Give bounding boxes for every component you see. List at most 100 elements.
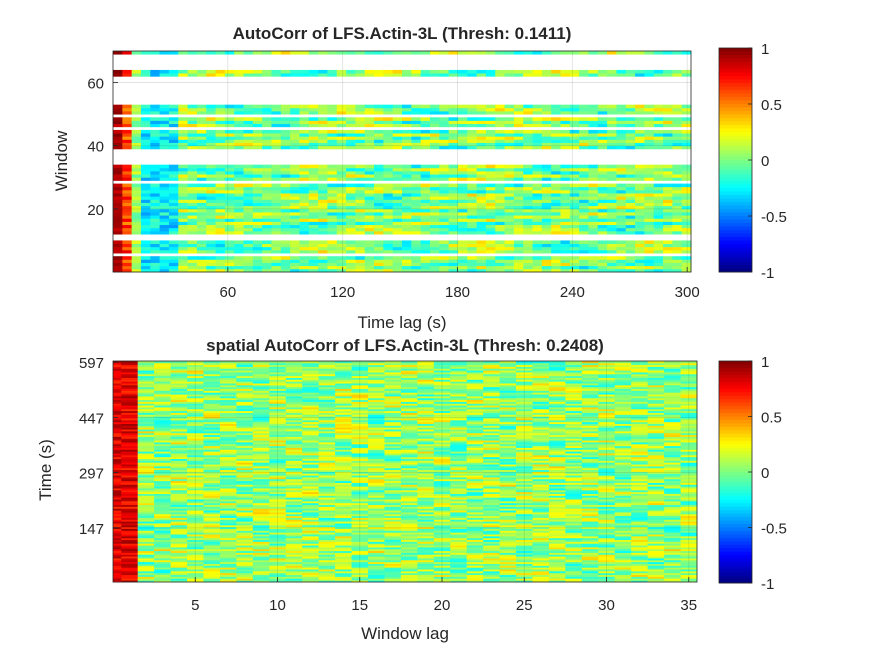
heatmap-cell [402, 196, 412, 200]
heatmap-cell [597, 262, 608, 267]
heatmap-cell [565, 561, 583, 564]
heatmap-cell [548, 543, 566, 546]
heatmap-cell [252, 215, 263, 219]
heatmap-cell [644, 145, 655, 150]
heatmap-cell [433, 521, 451, 524]
heatmap-cell [367, 497, 385, 500]
heatmap-cell [433, 554, 451, 557]
heatmap-cell [318, 145, 328, 150]
heatmap-cell [448, 186, 459, 191]
heatmap-cell [467, 167, 477, 172]
heatmap-cell [644, 221, 655, 226]
heatmap-cell [113, 499, 122, 502]
heatmap-cell [364, 73, 375, 77]
heatmap-cell [187, 500, 204, 504]
heatmap-cell [113, 524, 122, 528]
heatmap-cell [644, 215, 655, 219]
heatmap-cell [318, 576, 336, 579]
heatmap-cell [236, 576, 254, 579]
heatmap-cell [560, 249, 571, 254]
heatmap-cell [269, 558, 287, 561]
heatmap-cell [476, 51, 487, 55]
heatmap-cell [663, 193, 673, 197]
heatmap-cell [234, 221, 244, 226]
heatmap-cell [252, 552, 270, 555]
heatmap-cell [269, 489, 287, 493]
heatmap-cell [597, 218, 608, 222]
heatmap-cell [374, 129, 384, 134]
heatmap-cell [122, 262, 133, 267]
heatmap-cell [400, 495, 418, 498]
heatmap-cell [262, 170, 272, 175]
heatmap-cell [302, 513, 320, 517]
heatmap-cell [411, 240, 422, 244]
heatmap-cell [219, 504, 237, 507]
heatmap-cell [614, 500, 632, 504]
heatmap-cell [302, 565, 320, 568]
heatmap-cell [499, 532, 517, 535]
heatmap-cell [224, 133, 235, 137]
heatmap-cell [187, 510, 204, 513]
heatmap-cell [224, 177, 235, 181]
heatmap-cell [681, 142, 692, 147]
heatmap-cell [523, 249, 533, 254]
heatmap-cell [663, 205, 673, 210]
heatmap-cell [476, 120, 487, 125]
heatmap-cell [367, 506, 385, 509]
heatmap-cell [392, 212, 403, 216]
heatmap-cell [400, 556, 418, 559]
heatmap-cell [429, 268, 440, 273]
heatmap-cell [252, 51, 263, 55]
heatmap-cell [581, 570, 599, 574]
heatmap-cell [285, 543, 303, 546]
heatmap-cell [121, 482, 139, 485]
heatmap-cell [457, 199, 468, 203]
heatmap-cell [374, 212, 384, 216]
heatmap-cell [154, 504, 171, 507]
heatmap-cell [374, 183, 384, 188]
heatmap-cell [154, 497, 171, 500]
heatmap-cell [299, 259, 310, 263]
heatmap-cell [400, 497, 418, 500]
heatmap-cell [262, 104, 272, 109]
heatmap-cell [215, 268, 226, 273]
heatmap-cell [485, 196, 496, 200]
heatmap-cell [523, 170, 533, 175]
heatmap-cell [516, 574, 533, 577]
heatmap-cell [402, 224, 412, 229]
heatmap-cell [653, 246, 664, 251]
heatmap-cell [598, 480, 616, 483]
heatmap-cell [236, 565, 254, 568]
heatmap-cell [499, 493, 517, 496]
heatmap-cell [318, 530, 336, 533]
heatmap-cell [631, 552, 649, 555]
heatmap-cell [215, 136, 226, 140]
heatmap-cell [159, 227, 170, 232]
heatmap-cell [196, 142, 207, 147]
heatmap-cell [285, 541, 303, 544]
heatmap-cell [614, 559, 632, 563]
heatmap-cell [318, 491, 336, 494]
heatmap-cell [653, 107, 664, 112]
heatmap-cell [495, 136, 505, 140]
heatmap-cell [551, 167, 561, 172]
heatmap-cell [150, 215, 161, 219]
heatmap-cell [681, 268, 692, 273]
heatmap-cell [569, 139, 580, 143]
heatmap-cell [565, 526, 583, 529]
heatmap-cell [647, 576, 665, 579]
heatmap-cell [327, 69, 338, 74]
heatmap-cell [485, 73, 496, 77]
heatmap-cell [170, 500, 188, 504]
heatmap-cell [664, 576, 681, 579]
heatmap-cell [219, 499, 237, 502]
heatmap-cell [159, 107, 170, 112]
heatmap-cell [644, 202, 655, 207]
heatmap-cell [579, 224, 589, 229]
heatmap-cell [224, 249, 235, 254]
heatmap-cell [206, 133, 216, 137]
heatmap-cell [187, 227, 198, 232]
heatmap-cell [598, 478, 616, 482]
heatmap-cell [187, 519, 204, 522]
heatmap-cell [336, 123, 347, 128]
